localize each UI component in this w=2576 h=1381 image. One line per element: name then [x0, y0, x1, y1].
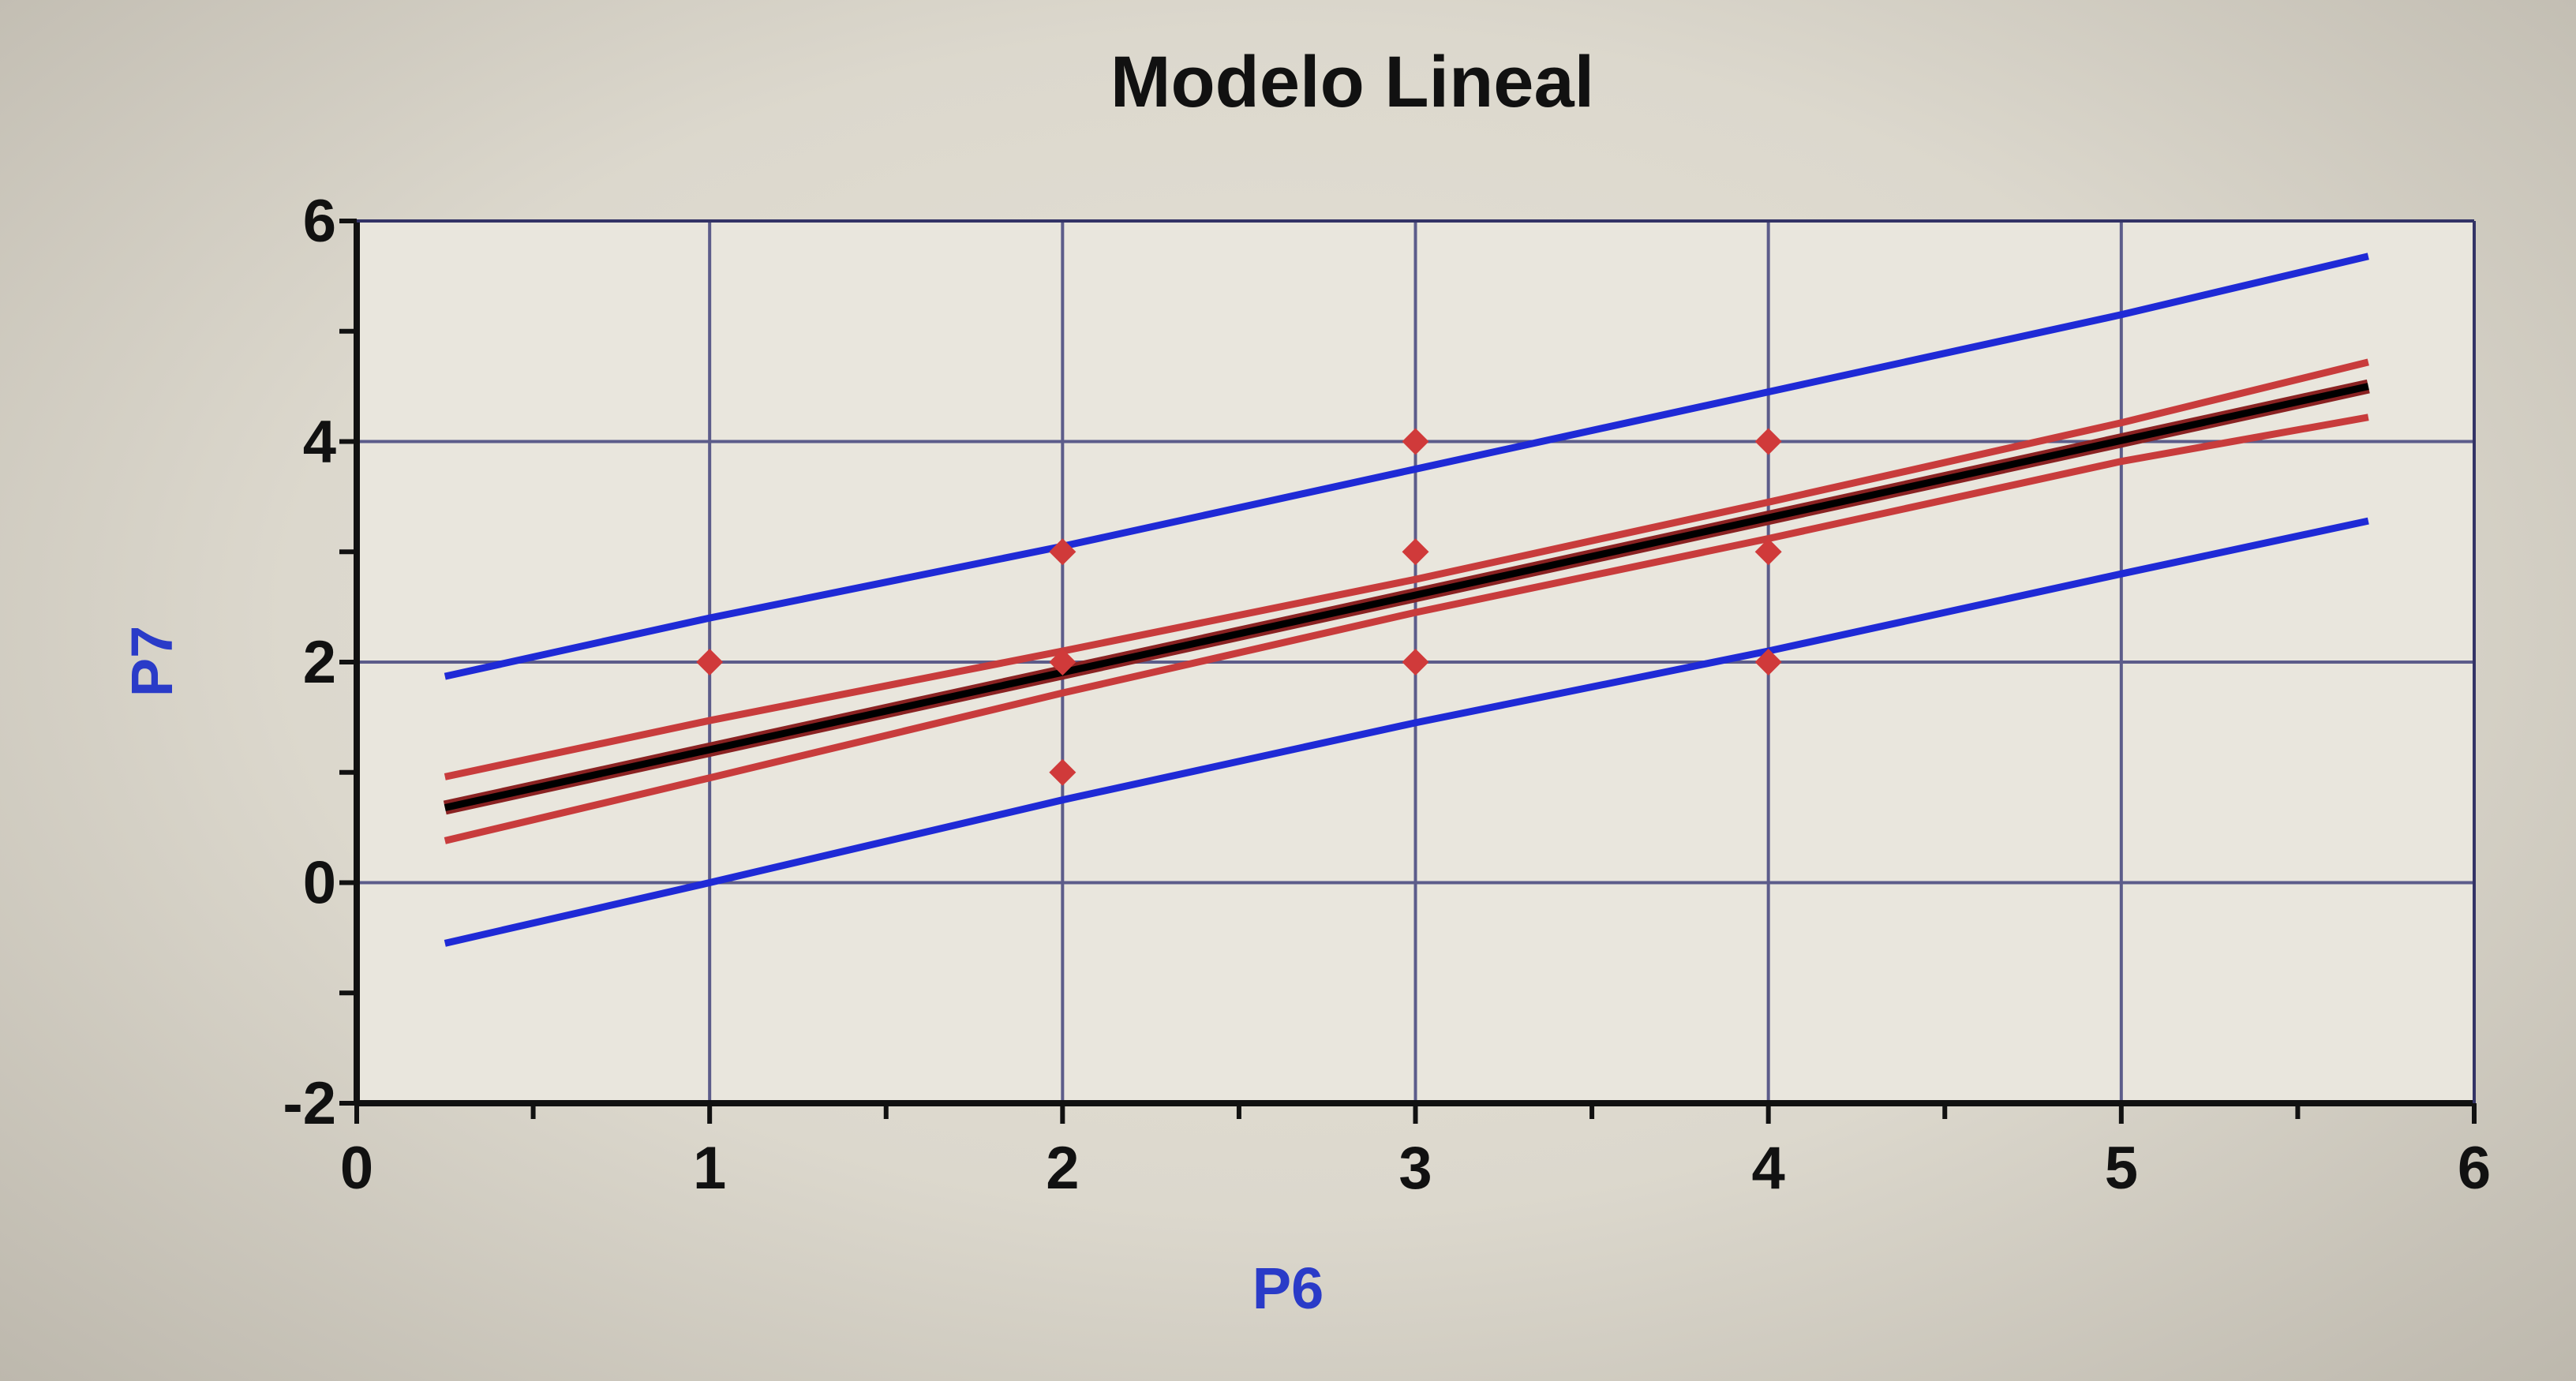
x-tick-label: 0	[340, 1135, 373, 1202]
x-axis-label: P6	[1252, 1256, 1324, 1321]
x-tick-label: 3	[1398, 1135, 1432, 1202]
fit-line	[444, 383, 2369, 811]
confidence-lower-line	[444, 414, 2369, 844]
data-point	[1402, 428, 1429, 455]
y-axis-label: P7	[119, 626, 185, 698]
prediction-upper-line	[444, 253, 2369, 680]
data-point	[1402, 538, 1429, 566]
data-points	[696, 428, 1782, 786]
data-point	[1754, 649, 1782, 676]
data-point	[1049, 538, 1076, 566]
confidence-upper-line	[444, 358, 2369, 780]
y-tick-label: 6	[303, 188, 336, 255]
y-tick-label: 4	[303, 409, 336, 476]
x-tick-label: 6	[2458, 1135, 2491, 1202]
data-point	[1049, 649, 1076, 676]
y-tick-label: 2	[303, 629, 336, 696]
y-tick-label: 0	[303, 850, 336, 917]
series	[443, 253, 2370, 947]
x-tick-label: 2	[1046, 1135, 1079, 1202]
data-point	[1754, 538, 1782, 566]
data-point	[1049, 758, 1076, 786]
x-tick-label: 1	[693, 1135, 726, 1202]
y-tick-label: -2	[283, 1070, 336, 1137]
data-point	[1754, 428, 1782, 455]
data-point	[696, 649, 724, 676]
x-tick-label: 5	[2105, 1135, 2138, 1202]
chart-title: Modelo Lineal	[1110, 42, 1594, 122]
x-tick-label: 4	[1752, 1135, 1785, 1202]
prediction-lower-line	[444, 517, 2369, 947]
data-point	[1402, 649, 1429, 676]
